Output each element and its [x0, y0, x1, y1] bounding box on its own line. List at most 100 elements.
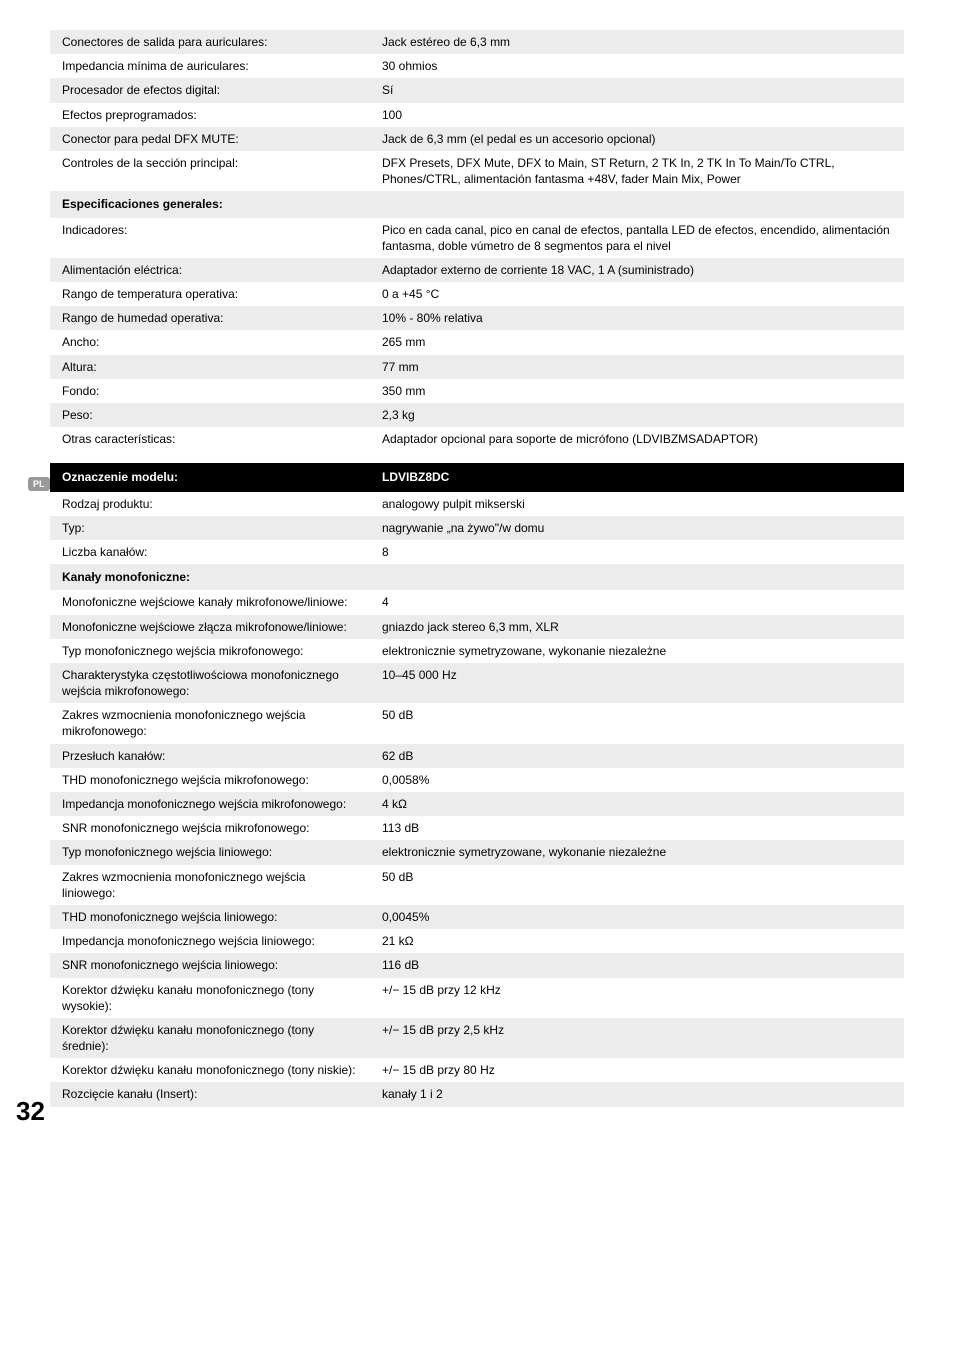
table-row: Conectores de salida para auriculares:Ja…	[50, 30, 904, 54]
table-row: Impedancia mínima de auriculares:30 ohmi…	[50, 54, 904, 78]
spec-label: Controles de la sección principal:	[50, 151, 370, 191]
spec-label: THD monofonicznego wejścia liniowego:	[50, 905, 370, 929]
spec-label: Impedancja monofonicznego wejścia mikrof…	[50, 792, 370, 816]
spec-label: Impedancja monofonicznego wejścia liniow…	[50, 929, 370, 953]
table-row: Typ monofonicznego wejścia mikrofonowego…	[50, 639, 904, 663]
table-row: Monofoniczne wejściowe złącza mikrofonow…	[50, 615, 904, 639]
spec-value: Adaptador opcional para soporte de micró…	[370, 427, 904, 451]
spec-value: 21 kΩ	[370, 929, 904, 953]
table-row: Korektor dźwięku kanału monofonicznego (…	[50, 1058, 904, 1082]
model-header-value: LDVIBZ8DC	[370, 463, 904, 491]
spec-value: Pico en cada canal, pico en canal de efe…	[370, 218, 904, 258]
table-row: Zakres wzmocnienia monofonicznego wejści…	[50, 703, 904, 743]
table-row: Altura:77 mm	[50, 355, 904, 379]
page-number: 32	[16, 1096, 45, 1127]
spec-value: Jack estéreo de 6,3 mm	[370, 30, 904, 54]
spec-label: Alimentación eléctrica:	[50, 258, 370, 282]
spec-value: 10–45 000 Hz	[370, 663, 904, 703]
spec-label: Efectos preprogramados:	[50, 103, 370, 127]
spec-value: 2,3 kg	[370, 403, 904, 427]
spec-value: 50 dB	[370, 703, 904, 743]
spec-label: Rodzaj produktu:	[50, 492, 370, 516]
spec-label: Rozcięcie kanału (Insert):	[50, 1082, 370, 1106]
spec-table-es: Conectores de salida para auriculares:Ja…	[50, 30, 904, 451]
spec-label: Kanały monofoniczne:	[50, 564, 370, 590]
table-row: Ancho:265 mm	[50, 330, 904, 354]
spec-value: +/− 15 dB przy 2,5 kHz	[370, 1018, 904, 1058]
table-row: Charakterystyka częstotliwościowa monofo…	[50, 663, 904, 703]
spec-label: Korektor dźwięku kanału monofonicznego (…	[50, 1018, 370, 1058]
spec-value: +/− 15 dB przy 80 Hz	[370, 1058, 904, 1082]
table-row: Przesłuch kanałów:62 dB	[50, 744, 904, 768]
spec-label: Typ monofonicznego wejścia mikrofonowego…	[50, 639, 370, 663]
spec-label: Conectores de salida para auriculares:	[50, 30, 370, 54]
spec-label: Monofoniczne wejściowe kanały mikrofonow…	[50, 590, 370, 614]
spec-value: 8	[370, 540, 904, 564]
spec-label: Peso:	[50, 403, 370, 427]
spec-value: 10% - 80% relativa	[370, 306, 904, 330]
table-row: Fondo:350 mm	[50, 379, 904, 403]
spec-value: elektronicznie symetryzowane, wykonanie …	[370, 639, 904, 663]
spec-value: 0,0045%	[370, 905, 904, 929]
spec-label: Rango de temperatura operativa:	[50, 282, 370, 306]
spec-value: 116 dB	[370, 953, 904, 977]
spec-label: Przesłuch kanałów:	[50, 744, 370, 768]
table-row: Rodzaj produktu:analogowy pulpit miksers…	[50, 492, 904, 516]
table-row: Zakres wzmocnienia monofonicznego wejści…	[50, 865, 904, 905]
table-row: Alimentación eléctrica:Adaptador externo…	[50, 258, 904, 282]
table-row: THD monofonicznego wejścia mikrofonowego…	[50, 768, 904, 792]
table-row: Impedancja monofonicznego wejścia liniow…	[50, 929, 904, 953]
table-row: Monofoniczne wejściowe kanały mikrofonow…	[50, 590, 904, 614]
table-row: SNR monofonicznego wejścia mikrofonowego…	[50, 816, 904, 840]
spec-value: 77 mm	[370, 355, 904, 379]
spec-value: kanały 1 i 2	[370, 1082, 904, 1106]
table-row: Typ monofonicznego wejścia liniowego:ele…	[50, 840, 904, 864]
table-row: Korektor dźwięku kanału monofonicznego (…	[50, 1018, 904, 1058]
spec-value: 350 mm	[370, 379, 904, 403]
spec-label: Liczba kanałów:	[50, 540, 370, 564]
spec-value: Sí	[370, 78, 904, 102]
spec-label: Procesador de efectos digital:	[50, 78, 370, 102]
spec-value: +/− 15 dB przy 12 kHz	[370, 978, 904, 1018]
spec-value: 0,0058%	[370, 768, 904, 792]
spec-value	[370, 191, 904, 217]
spec-label: Zakres wzmocnienia monofonicznego wejści…	[50, 865, 370, 905]
table-row: Korektor dźwięku kanału monofonicznego (…	[50, 978, 904, 1018]
spec-value: Adaptador externo de corriente 18 VAC, 1…	[370, 258, 904, 282]
table-row: Kanały monofoniczne:	[50, 564, 904, 590]
spec-value: 265 mm	[370, 330, 904, 354]
language-badge-pl: PL	[28, 477, 50, 491]
spec-value: 113 dB	[370, 816, 904, 840]
table-row: Typ:nagrywanie „na żywo"/w domu	[50, 516, 904, 540]
table-row: Especificaciones generales:	[50, 191, 904, 217]
table-row: Rango de temperatura operativa:0 a +45 °…	[50, 282, 904, 306]
spec-value: elektronicznie symetryzowane, wykonanie …	[370, 840, 904, 864]
spec-label: Zakres wzmocnienia monofonicznego wejści…	[50, 703, 370, 743]
table-row: Indicadores:Pico en cada canal, pico en …	[50, 218, 904, 258]
table-row: Liczba kanałów:8	[50, 540, 904, 564]
spec-value: 62 dB	[370, 744, 904, 768]
spec-label: Ancho:	[50, 330, 370, 354]
table-row: SNR monofonicznego wejścia liniowego:116…	[50, 953, 904, 977]
spec-label: Impedancia mínima de auriculares:	[50, 54, 370, 78]
table-row: Procesador de efectos digital:Sí	[50, 78, 904, 102]
table-row: Efectos preprogramados:100	[50, 103, 904, 127]
table-row: Peso:2,3 kg	[50, 403, 904, 427]
spec-value: DFX Presets, DFX Mute, DFX to Main, ST R…	[370, 151, 904, 191]
spec-value: 100	[370, 103, 904, 127]
spec-label: SNR monofonicznego wejścia mikrofonowego…	[50, 816, 370, 840]
spec-label: Monofoniczne wejściowe złącza mikrofonow…	[50, 615, 370, 639]
spec-label: Fondo:	[50, 379, 370, 403]
spec-label: Otras características:	[50, 427, 370, 451]
spec-label: Especificaciones generales:	[50, 191, 370, 217]
spec-label: Altura:	[50, 355, 370, 379]
spec-label: SNR monofonicznego wejścia liniowego:	[50, 953, 370, 977]
spec-table-pl: Oznaczenie modelu:LDVIBZ8DCRodzaj produk…	[50, 463, 904, 1106]
table-row: THD monofonicznego wejścia liniowego:0,0…	[50, 905, 904, 929]
model-header-row: Oznaczenie modelu:LDVIBZ8DC	[50, 463, 904, 491]
spec-label: Korektor dźwięku kanału monofonicznego (…	[50, 978, 370, 1018]
table-row: Controles de la sección principal:DFX Pr…	[50, 151, 904, 191]
table-row: Impedancja monofonicznego wejścia mikrof…	[50, 792, 904, 816]
spec-label: Indicadores:	[50, 218, 370, 258]
spec-label: THD monofonicznego wejścia mikrofonowego…	[50, 768, 370, 792]
